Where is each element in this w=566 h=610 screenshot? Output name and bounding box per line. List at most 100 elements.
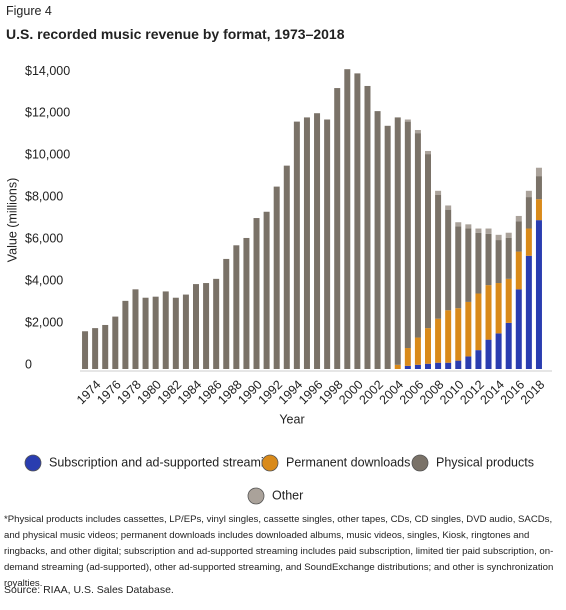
bar-segment bbox=[535, 199, 542, 221]
bar-segment bbox=[122, 300, 129, 369]
bar-segment bbox=[334, 88, 341, 369]
bar-segment bbox=[425, 154, 431, 329]
bar-segment bbox=[404, 365, 411, 369]
bar-segment bbox=[445, 362, 452, 369]
bar-segment bbox=[505, 322, 512, 369]
bar-segment bbox=[455, 226, 462, 309]
y-tick-label: $10,000 bbox=[25, 148, 70, 162]
bar-segment bbox=[364, 85, 371, 369]
bar-segment bbox=[525, 255, 532, 369]
bar-segment bbox=[293, 121, 300, 369]
bar-segment bbox=[394, 117, 401, 365]
bar-segment bbox=[142, 297, 149, 369]
bar-segment bbox=[213, 278, 220, 369]
bar-segment bbox=[435, 318, 442, 363]
bar-segment bbox=[485, 339, 492, 369]
bar-segment bbox=[384, 125, 391, 369]
y-tick-label: $6,000 bbox=[25, 232, 63, 246]
bar-segment bbox=[152, 296, 159, 369]
bar-segment bbox=[495, 333, 502, 369]
bar-segment bbox=[465, 224, 472, 229]
bar-segment bbox=[344, 69, 351, 369]
bar-segment bbox=[535, 220, 542, 369]
bar-segment bbox=[425, 328, 431, 364]
bar-segment bbox=[263, 211, 270, 369]
bar-segment bbox=[505, 237, 512, 279]
bar-segment bbox=[525, 228, 532, 256]
bar-segment bbox=[445, 209, 452, 311]
bar-segment bbox=[465, 228, 472, 302]
source: Source: RIAA, U.S. Sales Database. bbox=[4, 584, 174, 596]
legend-swatch bbox=[247, 487, 265, 505]
chart: Value (millions) Year 0 $2,000 $4,000 $6,00… bbox=[5, 64, 552, 505]
bar-segment bbox=[495, 240, 502, 284]
bar-segment bbox=[223, 258, 230, 369]
legend-label: Permanent downloads bbox=[286, 455, 410, 469]
bar-segment bbox=[505, 232, 512, 238]
bar-segment bbox=[112, 316, 119, 369]
x-tick-label: 2018 bbox=[518, 378, 548, 408]
bar-segment bbox=[435, 362, 442, 369]
bar-segment bbox=[455, 222, 462, 227]
legend-label: Physical products bbox=[436, 455, 534, 469]
bar-segment bbox=[233, 245, 240, 369]
bar-segment bbox=[102, 324, 109, 369]
bar-segment bbox=[495, 283, 502, 334]
bar-segment bbox=[414, 133, 421, 338]
legend-label: Other bbox=[272, 488, 303, 502]
bar-segment bbox=[505, 278, 512, 323]
bar-segment bbox=[414, 337, 421, 365]
bar-segment bbox=[414, 129, 421, 134]
y-tick-label: $12,000 bbox=[25, 106, 70, 120]
bar-segment bbox=[193, 284, 199, 369]
figure-label: Figure 4 bbox=[6, 4, 52, 18]
bar-segment bbox=[324, 119, 331, 369]
bar-segment bbox=[182, 294, 189, 369]
bar-segment bbox=[525, 190, 532, 198]
bar-segment bbox=[455, 360, 462, 369]
bar-segment bbox=[515, 289, 522, 369]
bar-segment bbox=[273, 186, 280, 369]
bar-segment bbox=[162, 291, 169, 369]
bar-segment bbox=[485, 285, 492, 340]
bar-segment bbox=[475, 232, 482, 294]
bar-segment bbox=[465, 301, 472, 357]
y-tick-label: $4,000 bbox=[25, 273, 63, 287]
bar-segment bbox=[314, 113, 321, 369]
bar-segment bbox=[404, 348, 411, 366]
bar-segment bbox=[82, 331, 89, 369]
bar-segment bbox=[485, 233, 492, 286]
bar-segment bbox=[475, 228, 482, 233]
bar-segment bbox=[283, 165, 290, 369]
bar-segment bbox=[404, 119, 411, 122]
bar-segment bbox=[435, 194, 442, 319]
bar-segment bbox=[515, 221, 522, 252]
bar-segment bbox=[445, 310, 452, 363]
bar-segment bbox=[535, 176, 542, 200]
bar-segment bbox=[374, 111, 381, 369]
bar-segment bbox=[445, 205, 452, 210]
bar-segment bbox=[253, 218, 260, 369]
bar-segment bbox=[414, 364, 421, 369]
footnote: *Physical products includes cassettes, L… bbox=[4, 514, 554, 589]
y-tick-label: $8,000 bbox=[25, 190, 63, 204]
bar-segment bbox=[535, 167, 542, 177]
bar-segment bbox=[425, 363, 431, 369]
chart-title: U.S. recorded music revenue by format, 1… bbox=[6, 26, 345, 42]
bar-segment bbox=[354, 73, 361, 370]
bar-segment bbox=[515, 251, 522, 290]
legend-label: Subscription and ad-supported streaming bbox=[49, 455, 278, 469]
bar-segment bbox=[132, 289, 139, 369]
bar-segment bbox=[465, 356, 472, 369]
bar-segment bbox=[172, 297, 179, 369]
bar-segment bbox=[525, 197, 532, 229]
bar-segment bbox=[485, 228, 492, 234]
legend-swatch bbox=[261, 454, 279, 472]
bar-segment bbox=[243, 237, 250, 369]
bar-segment bbox=[495, 234, 502, 241]
bar-segment bbox=[303, 117, 310, 370]
y-tick-label: $14,000 bbox=[25, 64, 70, 78]
y-axis-label: Value (millions) bbox=[5, 178, 19, 263]
x-axis-label: Year bbox=[279, 412, 304, 426]
